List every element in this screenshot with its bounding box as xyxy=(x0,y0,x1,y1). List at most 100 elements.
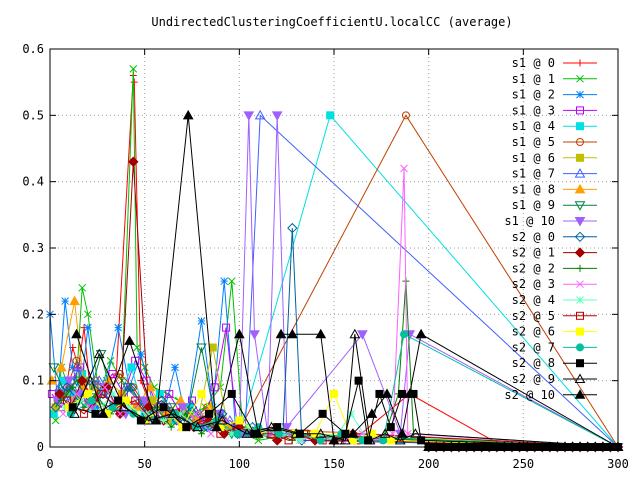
data-point xyxy=(574,231,586,243)
y-tick-label: 0.3 xyxy=(22,241,44,255)
legend-entry: s1 @ 2 xyxy=(512,88,597,102)
data-point xyxy=(281,423,293,433)
data-point xyxy=(271,435,283,446)
data-point xyxy=(101,383,109,392)
data-point xyxy=(400,330,409,339)
data-point xyxy=(576,311,584,320)
data-point xyxy=(357,330,368,340)
legend-entry: s2 @ 6 xyxy=(512,325,597,339)
data-point xyxy=(347,409,355,418)
data-point xyxy=(122,383,133,393)
legend-label: s1 @ 10 xyxy=(504,214,555,228)
data-point xyxy=(197,389,206,398)
data-point xyxy=(208,343,217,352)
data-point xyxy=(398,389,407,398)
data-point xyxy=(159,403,168,412)
data-point xyxy=(286,328,298,339)
data-point xyxy=(233,429,242,438)
y-tick-label: 0.2 xyxy=(22,307,44,321)
data-point xyxy=(574,373,586,383)
legend-entry: s2 @ 7 xyxy=(512,340,597,354)
data-point xyxy=(205,409,214,418)
data-point xyxy=(69,408,80,418)
x-tick-label: 300 xyxy=(607,457,629,471)
data-point xyxy=(139,396,151,407)
data-point xyxy=(197,317,206,325)
data-point xyxy=(576,264,584,272)
data-point xyxy=(176,409,185,418)
data-point xyxy=(287,222,298,234)
data-point xyxy=(254,436,263,445)
legend-entry: s1 @ 9 xyxy=(512,198,597,212)
data-point xyxy=(254,109,266,120)
data-point xyxy=(129,65,138,73)
legend-label: s1 @ 0 xyxy=(512,56,555,70)
data-point xyxy=(68,363,77,372)
data-point xyxy=(108,390,117,398)
x-tick-label: 150 xyxy=(323,457,345,471)
data-point xyxy=(76,375,88,386)
data-point xyxy=(131,396,140,405)
data-point xyxy=(318,409,327,418)
data-point xyxy=(136,416,145,425)
legend-label: s1 @ 3 xyxy=(512,103,555,117)
legend-entry: s1 @ 3 xyxy=(512,103,597,117)
legend-entry: s1 @ 7 xyxy=(512,167,597,181)
data-point xyxy=(315,428,327,438)
data-point xyxy=(386,423,395,432)
data-point xyxy=(133,343,141,352)
data-point xyxy=(574,183,586,194)
data-point xyxy=(347,428,359,438)
data-point xyxy=(137,350,145,358)
legend-label: s2 @ 8 xyxy=(512,356,555,370)
series-line xyxy=(53,347,619,448)
data-point xyxy=(71,328,82,339)
data-point xyxy=(275,328,287,339)
data-point xyxy=(316,436,325,445)
data-point xyxy=(576,280,584,289)
legend-label: s1 @ 7 xyxy=(512,167,555,181)
legend-label: s2 @ 4 xyxy=(512,293,555,307)
legend-entry: s2 @ 0 xyxy=(512,230,597,244)
data-point xyxy=(271,111,283,121)
data-point xyxy=(233,328,245,339)
data-point xyxy=(216,414,228,425)
legend-label: s1 @ 8 xyxy=(512,182,555,196)
data-point xyxy=(243,111,255,121)
data-point xyxy=(124,335,135,345)
legend-entry: s2 @ 9 xyxy=(512,372,597,386)
data-point xyxy=(417,436,426,445)
data-point xyxy=(163,390,172,398)
data-point xyxy=(574,247,586,258)
data-point xyxy=(165,389,174,398)
data-point xyxy=(125,403,134,412)
data-point xyxy=(210,383,219,392)
legend-label: s2 @ 2 xyxy=(512,261,555,275)
x-tick-label: 200 xyxy=(418,457,440,471)
data-point xyxy=(222,323,231,332)
data-point xyxy=(354,376,363,385)
data-point xyxy=(68,403,77,412)
data-point xyxy=(61,297,70,305)
legend-entry: s1 @ 10 xyxy=(504,214,597,228)
data-point xyxy=(61,382,73,393)
data-point xyxy=(220,277,229,286)
legend-entry: s1 @ 6 xyxy=(512,151,597,165)
data-point xyxy=(83,389,92,398)
data-point xyxy=(72,390,81,398)
data-point xyxy=(114,323,123,332)
data-point xyxy=(118,401,130,412)
legend-label: s2 @ 9 xyxy=(512,372,555,386)
data-point xyxy=(576,106,584,115)
data-point xyxy=(574,168,586,178)
data-point xyxy=(171,363,179,372)
data-point xyxy=(340,434,351,445)
data-point xyxy=(576,59,584,67)
data-point xyxy=(576,296,584,304)
data-point xyxy=(143,414,154,425)
data-point xyxy=(576,327,584,336)
legend-label: s2 @ 0 xyxy=(512,230,555,244)
data-point xyxy=(410,428,421,438)
legend-label: s1 @ 9 xyxy=(512,198,555,212)
